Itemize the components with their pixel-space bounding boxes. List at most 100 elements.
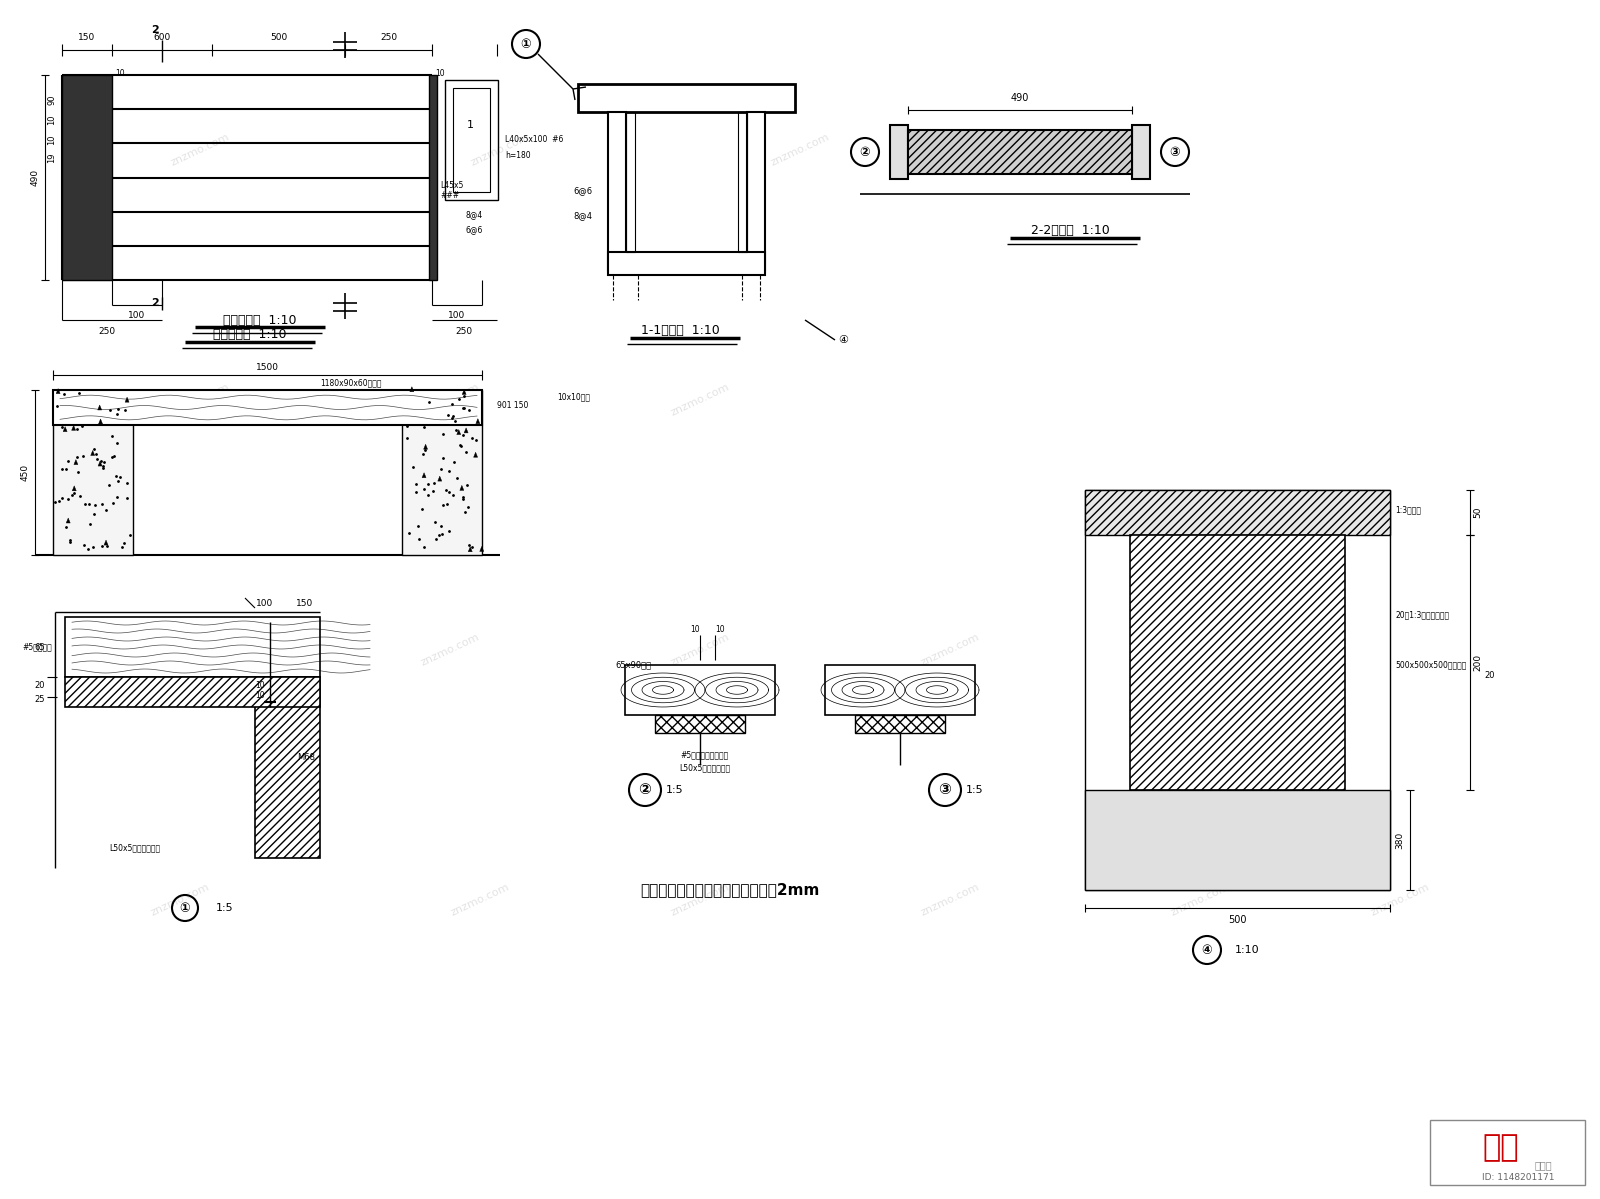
Polygon shape	[424, 445, 427, 450]
Polygon shape	[66, 518, 70, 523]
Text: 10: 10	[690, 626, 699, 634]
Text: 6@6: 6@6	[573, 187, 592, 195]
Bar	[626, 112, 635, 252]
Text: ④: ④	[838, 335, 848, 345]
Bar	[62, 76, 112, 281]
Bar	[909, 129, 1133, 174]
Bar	[445, 80, 498, 200]
Text: L50x5专属制件平半: L50x5专属制件平半	[680, 764, 731, 772]
Text: ②: ②	[638, 783, 651, 797]
Text: 65x90木条: 65x90木条	[614, 661, 651, 669]
Text: 8@4: 8@4	[466, 211, 482, 219]
Text: 65: 65	[35, 643, 45, 651]
Text: 100: 100	[128, 311, 146, 319]
Polygon shape	[98, 462, 102, 466]
Polygon shape	[72, 486, 77, 490]
Text: 10: 10	[254, 691, 266, 699]
Text: 坐登平面图  1:10: 坐登平面图 1:10	[213, 329, 286, 342]
Text: 901 150: 901 150	[498, 400, 528, 410]
Text: znzmo.com: znzmo.com	[918, 882, 981, 918]
Text: 100: 100	[448, 311, 466, 319]
Polygon shape	[464, 428, 469, 433]
Text: 90: 90	[48, 95, 56, 106]
Text: 知末: 知末	[1482, 1133, 1518, 1163]
Text: 知末网: 知末网	[1534, 1159, 1552, 1170]
Text: 250: 250	[379, 34, 397, 42]
Text: 6@6: 6@6	[466, 225, 482, 235]
Bar	[654, 715, 746, 733]
Text: #5沉头螺钉: #5沉头螺钉	[22, 643, 51, 651]
Text: 沉头螺栓露明的头部必须窝入木材2mm: 沉头螺栓露明的头部必须窝入木材2mm	[640, 882, 819, 898]
Bar	[429, 76, 437, 281]
Text: 10: 10	[254, 681, 266, 689]
Text: 坐登立面图  1:10: 坐登立面图 1:10	[224, 313, 296, 326]
Polygon shape	[91, 451, 94, 456]
Polygon shape	[62, 427, 67, 432]
Polygon shape	[469, 547, 472, 552]
Text: ②: ②	[859, 145, 870, 158]
Text: znzmo.com: znzmo.com	[1170, 632, 1230, 668]
Polygon shape	[99, 418, 102, 424]
Bar	[626, 665, 774, 715]
Text: 1500: 1500	[256, 362, 278, 372]
Bar	[1133, 125, 1150, 179]
Bar	[254, 677, 320, 858]
Text: ID: 1148201171: ID: 1148201171	[1482, 1174, 1555, 1182]
Text: 10: 10	[115, 68, 125, 78]
Text: 1180x90x60宽木条: 1180x90x60宽木条	[320, 379, 382, 387]
Text: znzmo.com: znzmo.com	[669, 382, 731, 418]
Text: 100: 100	[256, 600, 274, 609]
Polygon shape	[125, 397, 130, 402]
Text: #5沉头螺栓夹箍固定: #5沉头螺栓夹箍固定	[682, 751, 730, 759]
Polygon shape	[74, 459, 78, 464]
Text: 2: 2	[150, 25, 158, 35]
Bar	[66, 617, 320, 677]
Text: znzmo.com: znzmo.com	[149, 882, 211, 918]
Text: znzmo.com: znzmo.com	[1170, 882, 1230, 918]
Polygon shape	[422, 472, 426, 477]
Polygon shape	[438, 476, 442, 481]
Text: 2-2剖面图  1:10: 2-2剖面图 1:10	[1030, 223, 1109, 236]
Text: 490: 490	[30, 169, 40, 186]
Polygon shape	[456, 429, 461, 434]
Text: 20厚1:3水泥砂浆垫层: 20厚1:3水泥砂浆垫层	[1395, 610, 1450, 620]
Bar	[53, 390, 133, 555]
Text: L50x5专属制件平半: L50x5专属制件平半	[109, 844, 160, 852]
Bar	[1085, 490, 1390, 535]
Text: 150: 150	[78, 34, 96, 42]
Text: ④: ④	[1202, 944, 1213, 957]
Text: 200: 200	[1474, 653, 1483, 671]
Text: znzmo.com: znzmo.com	[669, 632, 731, 668]
Text: 250: 250	[99, 327, 115, 337]
Text: ①: ①	[520, 37, 531, 50]
Text: 500: 500	[1229, 915, 1246, 924]
Text: znzmo.com: znzmo.com	[170, 632, 230, 668]
Text: 1:3水泥量: 1:3水泥量	[1395, 506, 1421, 514]
Bar	[66, 677, 320, 707]
Text: 450: 450	[21, 464, 29, 481]
Bar	[1130, 535, 1346, 790]
Text: 19: 19	[48, 152, 56, 163]
Polygon shape	[72, 426, 75, 430]
Polygon shape	[56, 388, 61, 393]
Text: h=180: h=180	[506, 151, 531, 159]
Bar	[608, 112, 626, 270]
Text: 10: 10	[715, 626, 725, 634]
Polygon shape	[459, 486, 464, 490]
Text: 600: 600	[154, 34, 171, 42]
Text: M68: M68	[298, 753, 315, 761]
Polygon shape	[474, 452, 478, 457]
Text: 500x500x500埋置承柱: 500x500x500埋置承柱	[1395, 661, 1466, 669]
Text: 10: 10	[48, 134, 56, 145]
Text: znzmo.com: znzmo.com	[450, 882, 510, 918]
Text: 25: 25	[35, 695, 45, 705]
Text: znzmo.com: znzmo.com	[419, 382, 482, 418]
Polygon shape	[104, 540, 109, 546]
Bar	[826, 665, 974, 715]
Text: znzmo.com: znzmo.com	[469, 132, 531, 168]
Text: 20: 20	[1485, 671, 1496, 681]
Text: ###: ###	[440, 191, 459, 199]
Text: znzmo.com: znzmo.com	[1370, 882, 1430, 918]
Text: 20: 20	[35, 681, 45, 689]
Text: 490: 490	[1011, 94, 1029, 103]
